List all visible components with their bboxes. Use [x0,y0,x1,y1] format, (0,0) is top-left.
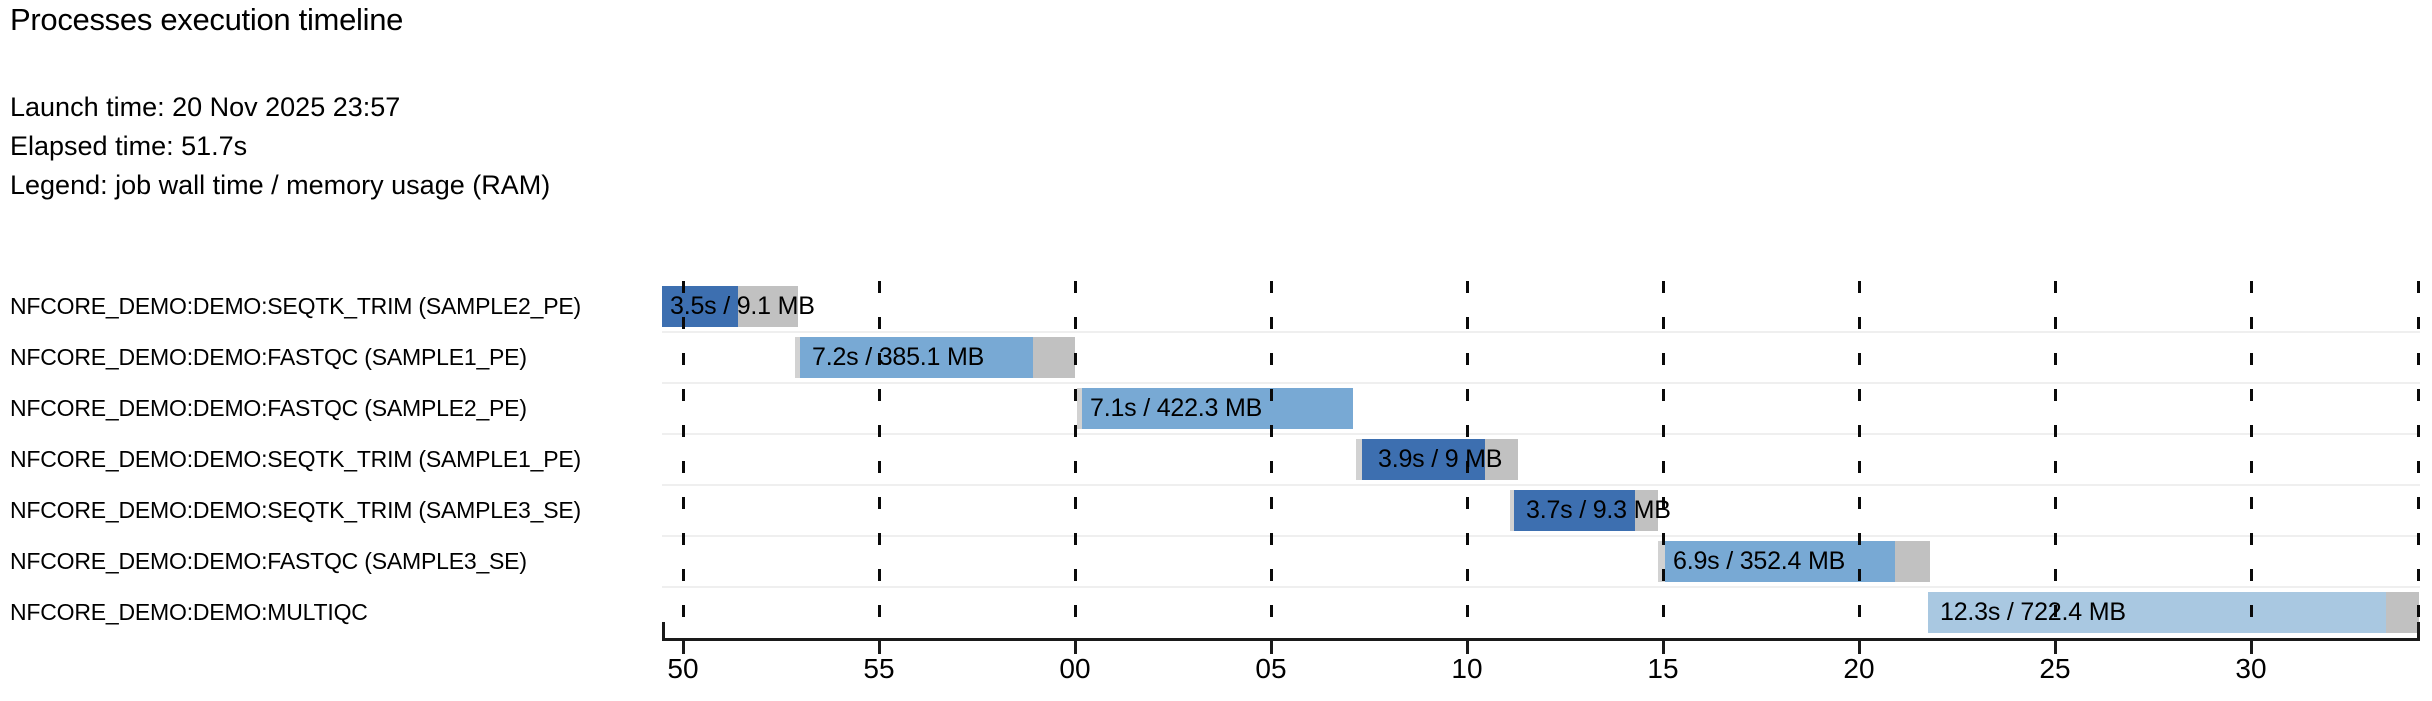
axis-tick-label: 05 [1255,653,1287,684]
axis-tick [1074,641,1077,654]
axis-tick [1858,641,1861,654]
axis-endcap-left [662,622,665,638]
task-bar-lead-segment [795,337,800,378]
axis-tick-label: 30 [2235,653,2267,684]
task-bar-label: 3.7s / 9.3 MB [1526,496,1671,524]
plot-area: 3.5s / 9.1 MB 7.2s / 385.1 MB 7.1s / 422.3… [662,281,2420,701]
axis-tick-label: 15 [1647,653,1679,684]
grid-dashed-line [1270,281,1273,638]
task-bar-tail-segment [2386,592,2419,633]
axis-tick [1270,641,1273,654]
task-bar-label: 6.9s / 352.4 MB [1673,547,1846,575]
process-label: NFCORE_DEMO:DEMO:FASTQC (SAMPLE3_SE) [10,548,527,574]
run-metadata: Launch time: 20 Nov 2025 23:57 Elapsed t… [10,88,550,205]
task-bar-tail-segment [1033,337,1075,378]
page-title: Processes execution timeline [10,2,404,37]
task-bar-run-segment [662,286,738,327]
task-bar-label: 3.9s / 9 MB [1378,445,1503,473]
grid-dashed-line [1858,281,1861,638]
axis-tick [878,641,881,654]
task-bar-label: 7.2s / 385.1 MB [812,343,985,371]
process-label: NFCORE_DEMO:DEMO:FASTQC (SAMPLE1_PE) [10,344,527,370]
axis-tick [2054,641,2057,654]
process-label: NFCORE_DEMO:DEMO:SEQTK_TRIM (SAMPLE1_PE) [10,446,581,472]
task-bar-label: 3.5s / 9.1 MB [670,292,815,320]
task-bar-tail-segment [738,286,798,327]
task-bar-lead-segment [1510,490,1514,531]
task-bar-tail-segment [1635,490,1658,531]
row-separator [662,535,2420,537]
row-separator [662,382,2420,384]
row-separator [662,331,2420,333]
axis-tick-label: 20 [1843,653,1875,684]
task-bar-lead-segment [1658,541,1665,582]
x-axis-line [662,638,2420,641]
task-bar-tail-segment [1485,439,1518,480]
task-bar-run-segment [1362,439,1485,480]
launch-time-line: Launch time: 20 Nov 2025 23:57 [10,92,401,122]
elapsed-time-line: Elapsed time: 51.7s [10,131,248,161]
task-bar-run-segment [1928,592,2386,633]
axis-tick [1662,641,1665,654]
axis-tick [2250,641,2253,654]
process-label: NFCORE_DEMO:DEMO:SEQTK_TRIM (SAMPLE2_PE) [10,293,581,319]
task-bar-run-segment [1082,388,1353,429]
axis-tick-label: 50 [667,653,699,684]
grid-dashed-line [2417,281,2420,638]
grid-dashed-line [1466,281,1469,638]
axis-endcap-right [2417,622,2420,638]
row-separator [662,433,2420,435]
axis-tick-label: 25 [2039,653,2071,684]
task-bar-label: 7.1s / 422.3 MB [1090,394,1263,422]
grid-dashed-line [878,281,881,638]
task-bar-tail-segment [1895,541,1930,582]
task-bar-lead-segment [1077,388,1082,429]
grid-dashed-line [2250,281,2253,638]
grid-dashed-line [2054,281,2057,638]
grid-dashed-line [1074,281,1077,638]
task-bar-run-segment [1514,490,1635,531]
grid-dashed-line [682,281,685,638]
axis-tick [682,641,685,654]
task-bar-run-segment [800,337,1033,378]
row-separator [662,586,2420,588]
axis-tick-label: 00 [1059,653,1091,684]
axis-tick [1466,641,1469,654]
legend-line: Legend: job wall time / memory usage (RA… [10,170,551,200]
process-label: NFCORE_DEMO:DEMO:SEQTK_TRIM (SAMPLE3_SE) [10,497,581,523]
process-label: NFCORE_DEMO:DEMO:FASTQC (SAMPLE2_PE) [10,395,527,421]
task-bar-label: 12.3s / 722.4 MB [1940,598,2126,626]
task-bar-lead-segment [1356,439,1362,480]
row-separator [662,484,2420,486]
process-label: NFCORE_DEMO:DEMO:MULTIQC [10,599,368,625]
axis-tick-label: 55 [863,653,895,684]
process-labels-column: NFCORE_DEMO:DEMO:SEQTK_TRIM (SAMPLE2_PE)… [10,281,655,638]
axis-tick-label: 10 [1451,653,1483,684]
grid-dashed-line [1662,281,1665,638]
task-bar-run-segment [1665,541,1895,582]
